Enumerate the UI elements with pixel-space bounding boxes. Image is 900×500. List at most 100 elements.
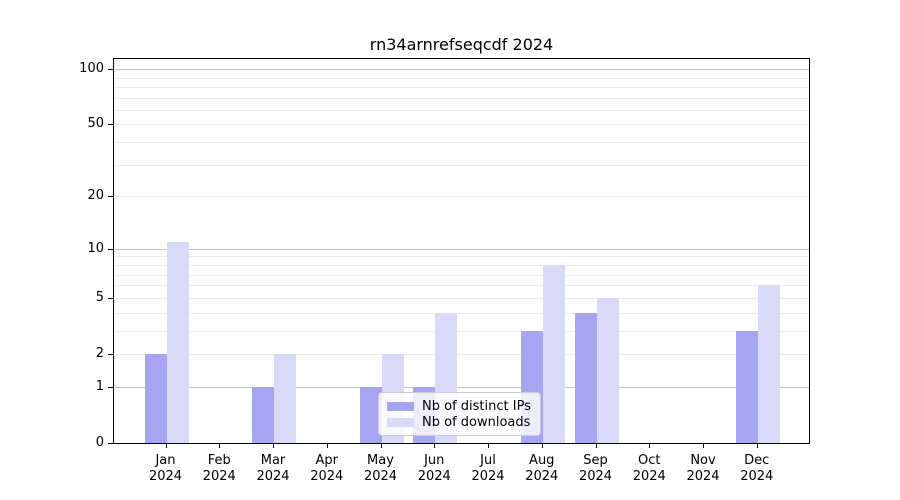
x-tick-mark [488,444,489,448]
y-tick-mark [108,353,113,355]
x-tick-label: Mar 2024 [241,453,305,485]
x-tick-label-month: Nov [690,453,716,468]
x-tick-label-year: 2024 [256,469,290,484]
x-tick-label-month: Jan [155,453,176,468]
x-tick-label-year: 2024 [417,469,451,484]
gridline-minor [114,124,809,126]
gridline-minor [114,330,809,332]
legend-swatch-distinct-ips [387,401,414,411]
x-tick-label-month: Mar [260,453,286,468]
gridline-minor [114,109,809,111]
gridline-minor [114,86,809,88]
y-tick-label: 1 [95,378,104,394]
x-tick-label-month: Jul [480,453,496,468]
gridline-minor [114,312,809,314]
x-tick-label-year: 2024 [578,469,613,484]
x-tick-label-year: 2024 [148,469,183,484]
bar-distinct-ips [144,354,167,443]
x-tick-mark [649,444,651,448]
x-tick-label: Jun 2024 [402,453,466,485]
legend-row: Nb of downloads [387,414,531,430]
bar-distinct-ips [359,386,382,443]
y-tick-mark [108,443,113,444]
legend-label: Nb of distinct IPs [422,398,531,414]
y-tick-mark [108,297,113,299]
bar-distinct-ips [735,330,758,443]
x-tick-mark [380,444,382,448]
x-tick-label-month: Sep [583,453,608,468]
gridline-minor [114,265,809,266]
legend-swatch-downloads [387,417,414,427]
x-tick-label: Jan 2024 [134,453,198,485]
gridline-minor [114,297,809,299]
x-tick-label: Jul 2024 [456,453,520,485]
y-tick-mark [108,69,113,71]
gridline-minor [114,164,809,166]
chart-title: rn34arnrefseqcdf 2024 [369,35,554,54]
plot-area [113,58,810,444]
x-tick-mark [703,444,704,448]
y-tick-label: 0 [95,435,104,450]
x-tick-label: Dec 2024 [725,453,789,485]
x-tick-mark [219,444,221,448]
gridline-minor [114,256,809,258]
y-tick-mark [108,196,113,198]
bar-distinct-ips [574,312,597,443]
x-tick-label: Apr 2024 [295,453,359,485]
x-tick-mark [273,444,274,448]
gridline-minor [114,142,809,144]
x-tick-mark [541,444,543,448]
x-tick-label: Feb 2024 [187,453,251,485]
bar-downloads [542,265,565,443]
x-tick-label: Sep 2024 [564,453,628,485]
gridline-major [114,69,809,71]
x-tick-label-year: 2024 [686,469,720,484]
x-tick-label-month: Oct [638,453,661,468]
x-tick-label-year: 2024 [471,469,505,484]
x-tick-label-month: Aug [529,453,555,468]
y-tick-label: 20 [87,188,104,204]
y-tick-label: 10 [87,240,104,256]
x-tick-label-year: 2024 [632,469,666,484]
x-tick-label-month: Apr [315,453,339,468]
gridline-minor [114,196,809,198]
x-tick-mark [756,444,758,448]
x-tick-label-month: Jun [424,453,445,468]
bar-downloads [596,297,619,443]
y-tick-mark [108,124,113,126]
x-tick-label: Nov 2024 [671,453,735,485]
x-tick-label-month: May [367,453,394,468]
gridline-major [114,386,809,388]
bar-downloads [274,354,296,443]
x-tick-mark [434,444,436,448]
x-tick-label-month: Feb [207,453,231,468]
x-tick-label-year: 2024 [740,469,774,484]
y-tick-label: 5 [95,289,104,305]
y-tick-mark [108,386,113,388]
y-tick-label: 50 [87,116,104,132]
x-tick-label-year: 2024 [310,469,344,484]
x-tick-label: Oct 2024 [617,453,681,485]
y-tick-label: 100 [79,61,104,77]
y-tick-label: 2 [95,345,104,361]
x-tick-label: Aug 2024 [510,453,574,485]
bar-distinct-ips [252,386,274,443]
gridline-minor [114,97,809,99]
legend-label: Nb of downloads [422,414,531,430]
x-tick-label: May 2024 [349,453,413,485]
gridline-minor [114,274,809,276]
legend: Nb of distinct IPs Nb of downloads [378,392,541,436]
x-tick-mark [165,444,167,448]
x-tick-mark [595,444,597,448]
x-tick-label-year: 2024 [363,469,398,484]
x-tick-label-year: 2024 [202,469,236,484]
x-tick-label-year: 2024 [525,469,559,484]
bar-downloads [166,241,189,443]
gridline-major [114,248,809,250]
x-tick-label-month: Dec [744,453,770,468]
gridline-minor [114,285,809,287]
gridline-minor [114,77,809,79]
x-tick-mark [326,444,328,448]
y-tick-mark [108,248,113,250]
